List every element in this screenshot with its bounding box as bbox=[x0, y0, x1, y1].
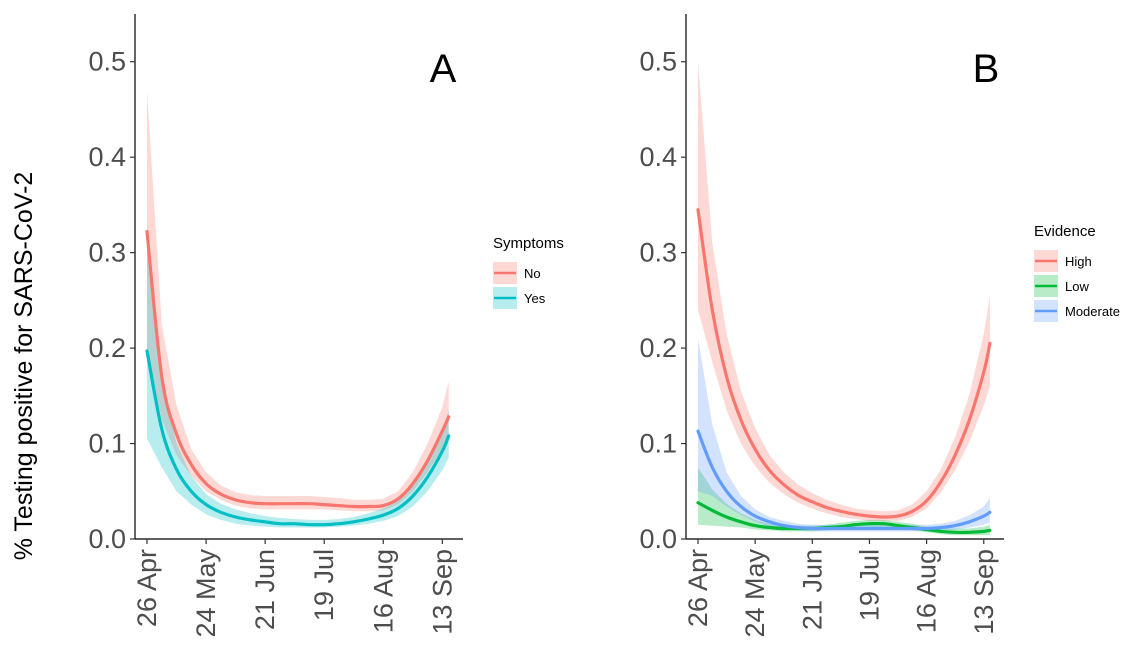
x-tick-label: 13 Sep bbox=[427, 549, 457, 635]
confidence-band-high bbox=[698, 61, 990, 521]
legend-entry-low: Low bbox=[1065, 279, 1089, 294]
y-tick-label: 0.2 bbox=[639, 333, 677, 363]
x-tick-label: 26 Apr bbox=[132, 549, 162, 627]
y-tick-label: 0.1 bbox=[88, 429, 126, 459]
y-tick-label: 0.0 bbox=[639, 524, 677, 554]
y-tick-label: 0.4 bbox=[639, 142, 677, 172]
series-line-no bbox=[145, 230, 451, 509]
panel-tag: B bbox=[973, 47, 1000, 91]
y-tick-label: 0.0 bbox=[88, 524, 126, 554]
legend-title: Symptoms bbox=[493, 235, 564, 252]
y-tick-label: 0.4 bbox=[88, 142, 126, 172]
series-line-low bbox=[696, 501, 992, 535]
x-tick-label: 16 Aug bbox=[368, 549, 398, 633]
x-tick-label: 19 Jul bbox=[309, 549, 339, 621]
y-tick-label: 0.5 bbox=[639, 47, 677, 77]
y-tick-label: 0.1 bbox=[639, 429, 677, 459]
legend-title: Evidence bbox=[1034, 223, 1096, 240]
legend-entry-no: No bbox=[524, 266, 541, 281]
legend-entry-yes: Yes bbox=[524, 291, 546, 306]
confidence-band-yes bbox=[147, 224, 449, 528]
legend-entry-moderate: Moderate bbox=[1065, 304, 1120, 319]
panel-tag: A bbox=[430, 47, 457, 91]
x-tick-label: 19 Jul bbox=[854, 549, 884, 621]
y-axis-label: % Testing positive for SARS-CoV-2 bbox=[10, 172, 38, 561]
y-tick-label: 0.3 bbox=[639, 238, 677, 268]
x-tick-label: 21 Jun bbox=[797, 549, 827, 630]
legend-entry-high: High bbox=[1065, 254, 1092, 269]
confidence-band-no bbox=[147, 90, 449, 512]
x-tick-label: 26 Apr bbox=[683, 549, 713, 627]
panel-b-chart: 0.0 0.1 0.2 0.3 0.4 0.5 26 Apr 24 May 21 Jun 19 J… bbox=[639, 14, 1120, 638]
y-tick-label: 0.3 bbox=[88, 238, 126, 268]
x-tick-label: 13 Sep bbox=[969, 549, 999, 635]
panel-a-chart: 0.0 0.1 0.2 0.3 0.4 0.5 26 Apr 24 May 21 Jun 19 J… bbox=[88, 14, 564, 638]
series-line-yes bbox=[145, 349, 451, 527]
series-line-moderate bbox=[696, 429, 992, 531]
x-tick-label: 21 Jun bbox=[250, 549, 280, 630]
x-tick-label: 24 May bbox=[191, 549, 221, 638]
series-line-high bbox=[696, 208, 992, 519]
x-tick-label: 16 Aug bbox=[912, 549, 942, 633]
y-tick-label: 0.2 bbox=[88, 333, 126, 363]
x-tick-label: 24 May bbox=[740, 549, 770, 638]
y-tick-label: 0.5 bbox=[88, 47, 126, 77]
